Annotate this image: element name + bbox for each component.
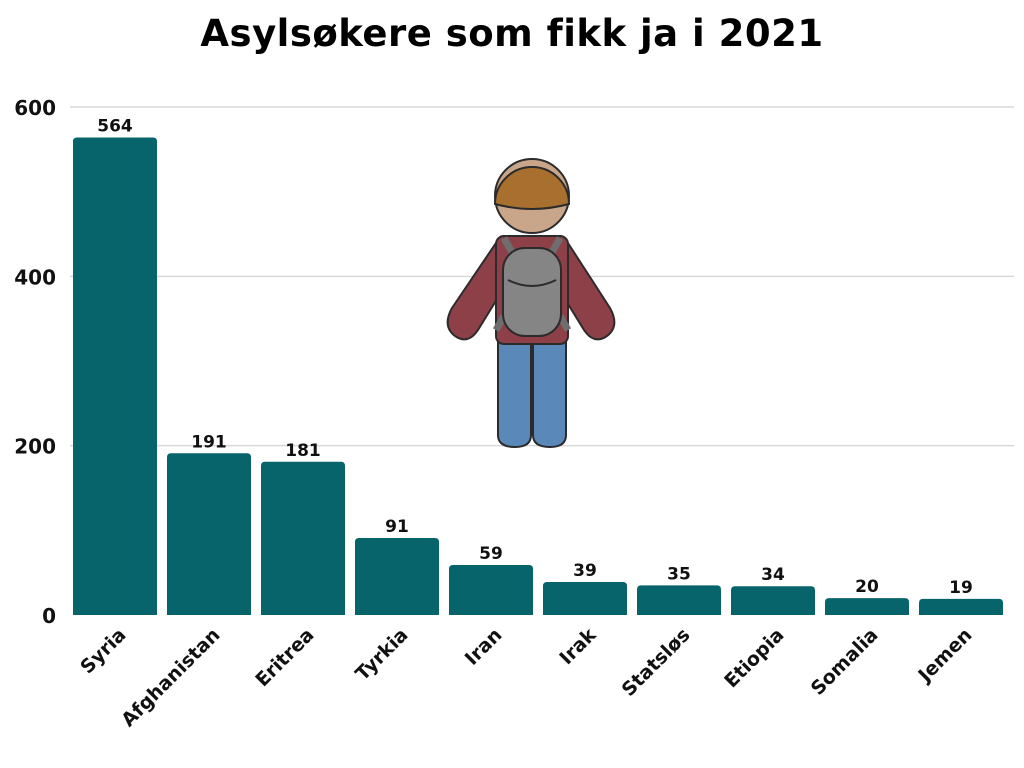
data-label: 564 [97, 116, 133, 136]
data-label: 181 [285, 441, 321, 461]
category-label: Etiopia [720, 624, 788, 692]
hair [493, 166, 571, 210]
data-label: 19 [949, 578, 973, 598]
data-label: 35 [667, 564, 691, 584]
backpack [502, 247, 562, 337]
bar [825, 598, 909, 615]
data-labels: 564 191 181 91 59 39 35 34 20 19 [97, 116, 973, 597]
category-label: Eritrea [251, 624, 318, 691]
y-axis-ticks: 0 200 400 600 [14, 96, 56, 628]
category-label: Iran [461, 624, 507, 670]
y-tick-label: 600 [14, 96, 56, 120]
data-label: 34 [761, 565, 785, 585]
category-label: Irak [555, 624, 600, 669]
bar [261, 461, 345, 615]
bar [449, 565, 533, 615]
right-leg [532, 339, 567, 449]
bar [73, 137, 157, 616]
data-label: 91 [385, 517, 409, 537]
backpack-pocket-line [507, 279, 557, 287]
left-arm [446, 239, 511, 341]
chart-title: Asylsøkere som fikk ja i 2021 [200, 12, 824, 55]
data-label: 20 [855, 577, 879, 597]
bar [355, 537, 439, 615]
data-label: 59 [479, 544, 503, 564]
category-label: Statsløs [618, 624, 695, 701]
category-label: Jemen [913, 624, 977, 688]
category-label: Tyrkia [351, 624, 412, 685]
bar [731, 586, 815, 615]
bar [919, 598, 1003, 615]
bar [637, 585, 721, 615]
left-leg [497, 339, 532, 449]
bar [543, 581, 627, 615]
bar [167, 453, 251, 615]
data-label: 191 [191, 432, 227, 452]
data-label: 39 [573, 561, 597, 581]
y-tick-label: 400 [14, 265, 56, 289]
category-label: Afghanistan [117, 624, 224, 731]
category-label: Somalia [807, 624, 883, 700]
category-label: Syria [76, 624, 130, 678]
y-tick-label: 200 [14, 435, 56, 459]
backpacker-person-icon [446, 158, 616, 449]
bars [73, 137, 1003, 616]
y-tick-label: 0 [42, 604, 56, 628]
